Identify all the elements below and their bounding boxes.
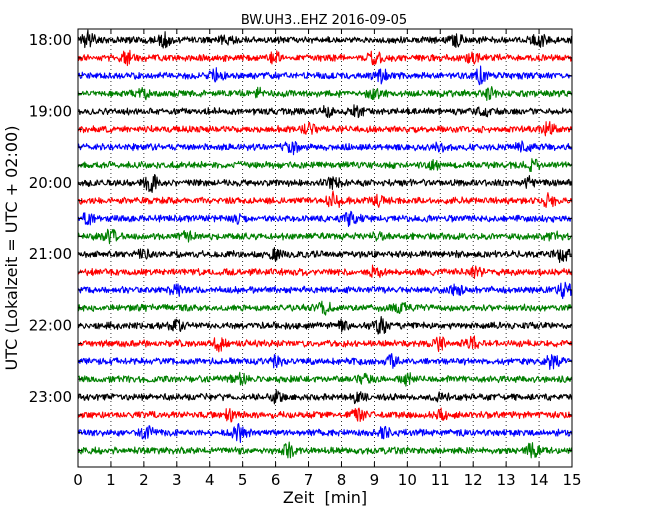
x-tick-label: 3	[172, 471, 182, 489]
x-tick-label: 15	[562, 471, 581, 489]
seismic-trace-row	[77, 228, 573, 245]
seismic-trace-row	[77, 86, 573, 102]
chart-title: BW.UH3..EHZ 2016-09-05	[241, 13, 407, 28]
seismic-trace-row	[77, 190, 573, 208]
y-tick-label: 23:00	[29, 388, 72, 406]
x-tick-label: 6	[271, 471, 281, 489]
seismic-trace-row	[77, 335, 573, 353]
seismic-trace-row	[77, 29, 573, 49]
seismic-trace-row	[77, 174, 573, 194]
x-tick-label: 12	[464, 471, 483, 489]
y-axis-title: UTC (Lokalzeit = UTC + 02:00)	[2, 126, 21, 371]
seismic-trace-row	[77, 158, 573, 173]
plot-frame	[77, 28, 573, 468]
x-tick-label: 14	[530, 471, 549, 489]
x-tick-label: 13	[497, 471, 516, 489]
y-tick-label: 18:00	[29, 31, 72, 49]
x-tick-label: 11	[431, 471, 450, 489]
seismic-trace-row	[77, 210, 573, 228]
seismic-trace-row	[77, 353, 573, 370]
seismic-trace-row	[77, 281, 573, 300]
y-tick-label: 20:00	[29, 174, 72, 192]
seismic-trace-row	[77, 441, 573, 459]
x-tick-label: 9	[370, 471, 380, 489]
trace-layer	[77, 29, 573, 459]
y-tick-label: 21:00	[29, 245, 72, 263]
seismic-trace-row	[77, 389, 573, 405]
seismic-trace-row	[77, 65, 573, 86]
tick-layer	[77, 29, 573, 467]
seismic-trace-row	[77, 104, 573, 119]
seismic-trace-row	[77, 247, 573, 264]
seismic-trace-row	[77, 49, 573, 67]
seismic-trace-row	[77, 315, 573, 335]
x-tick-label: 8	[337, 471, 347, 489]
seismic-trace-row	[77, 121, 573, 137]
x-tick-label: 1	[106, 471, 116, 489]
seismic-trace-row	[77, 371, 573, 387]
y-tick-label: 22:00	[29, 317, 72, 335]
seismic-trace-row	[77, 140, 573, 156]
seismic-trace-row	[77, 264, 573, 279]
x-tick-label: 5	[238, 471, 248, 489]
seismic-trace-row	[77, 300, 573, 316]
x-tick-label: 2	[139, 471, 149, 489]
y-tick-label: 19:00	[29, 102, 72, 120]
x-tick-label: 4	[205, 471, 215, 489]
x-tick-label: 10	[398, 471, 417, 489]
seismic-trace-row	[77, 407, 573, 423]
x-axis-title: Zeit [min]	[283, 488, 367, 507]
label-layer: 0 1 2 3 4 5 6 7 8 9 10 11 12 13 14 1518:0019:0020:0021:…	[29, 31, 582, 489]
seismic-trace-row	[77, 423, 573, 443]
x-tick-label: 0	[73, 471, 83, 489]
x-tick-label: 7	[304, 471, 314, 489]
